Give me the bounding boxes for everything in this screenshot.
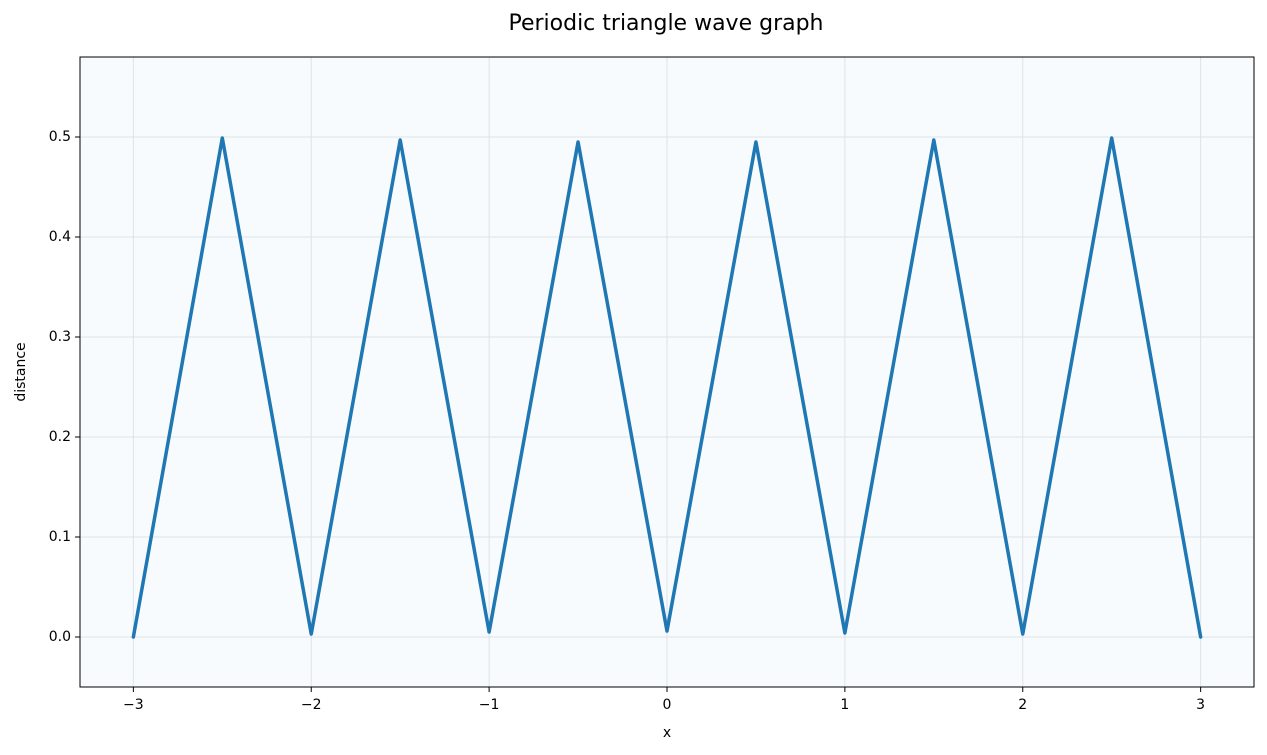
y-tick-label: 0.2 [49, 429, 71, 445]
marks [131, 136, 1203, 639]
x-tick-label: −2 [301, 697, 322, 713]
y-axis-label: distance [13, 342, 29, 401]
x-tick-label: 1 [840, 697, 849, 713]
y-tick-label: 0.4 [49, 229, 71, 245]
x-tick-label: −1 [479, 697, 500, 713]
x-tick-label: 2 [1018, 697, 1027, 713]
x-axis-label: x [663, 725, 671, 741]
y-tick-label: 0.0 [49, 629, 71, 645]
y-tick-label: 0.5 [49, 129, 71, 145]
chart-title: Periodic triangle wave graph [508, 11, 823, 36]
x-tick-label: 0 [663, 697, 672, 713]
y-tick-label: 0.3 [49, 329, 71, 345]
x-tick-label: 3 [1196, 697, 1205, 713]
line-series [131, 136, 1203, 639]
x-tick-label: −3 [123, 697, 144, 713]
y-tick-label: 0.1 [49, 529, 71, 545]
